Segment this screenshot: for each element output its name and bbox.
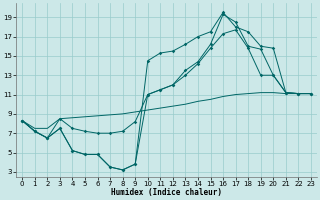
X-axis label: Humidex (Indice chaleur): Humidex (Indice chaleur) — [111, 188, 222, 197]
